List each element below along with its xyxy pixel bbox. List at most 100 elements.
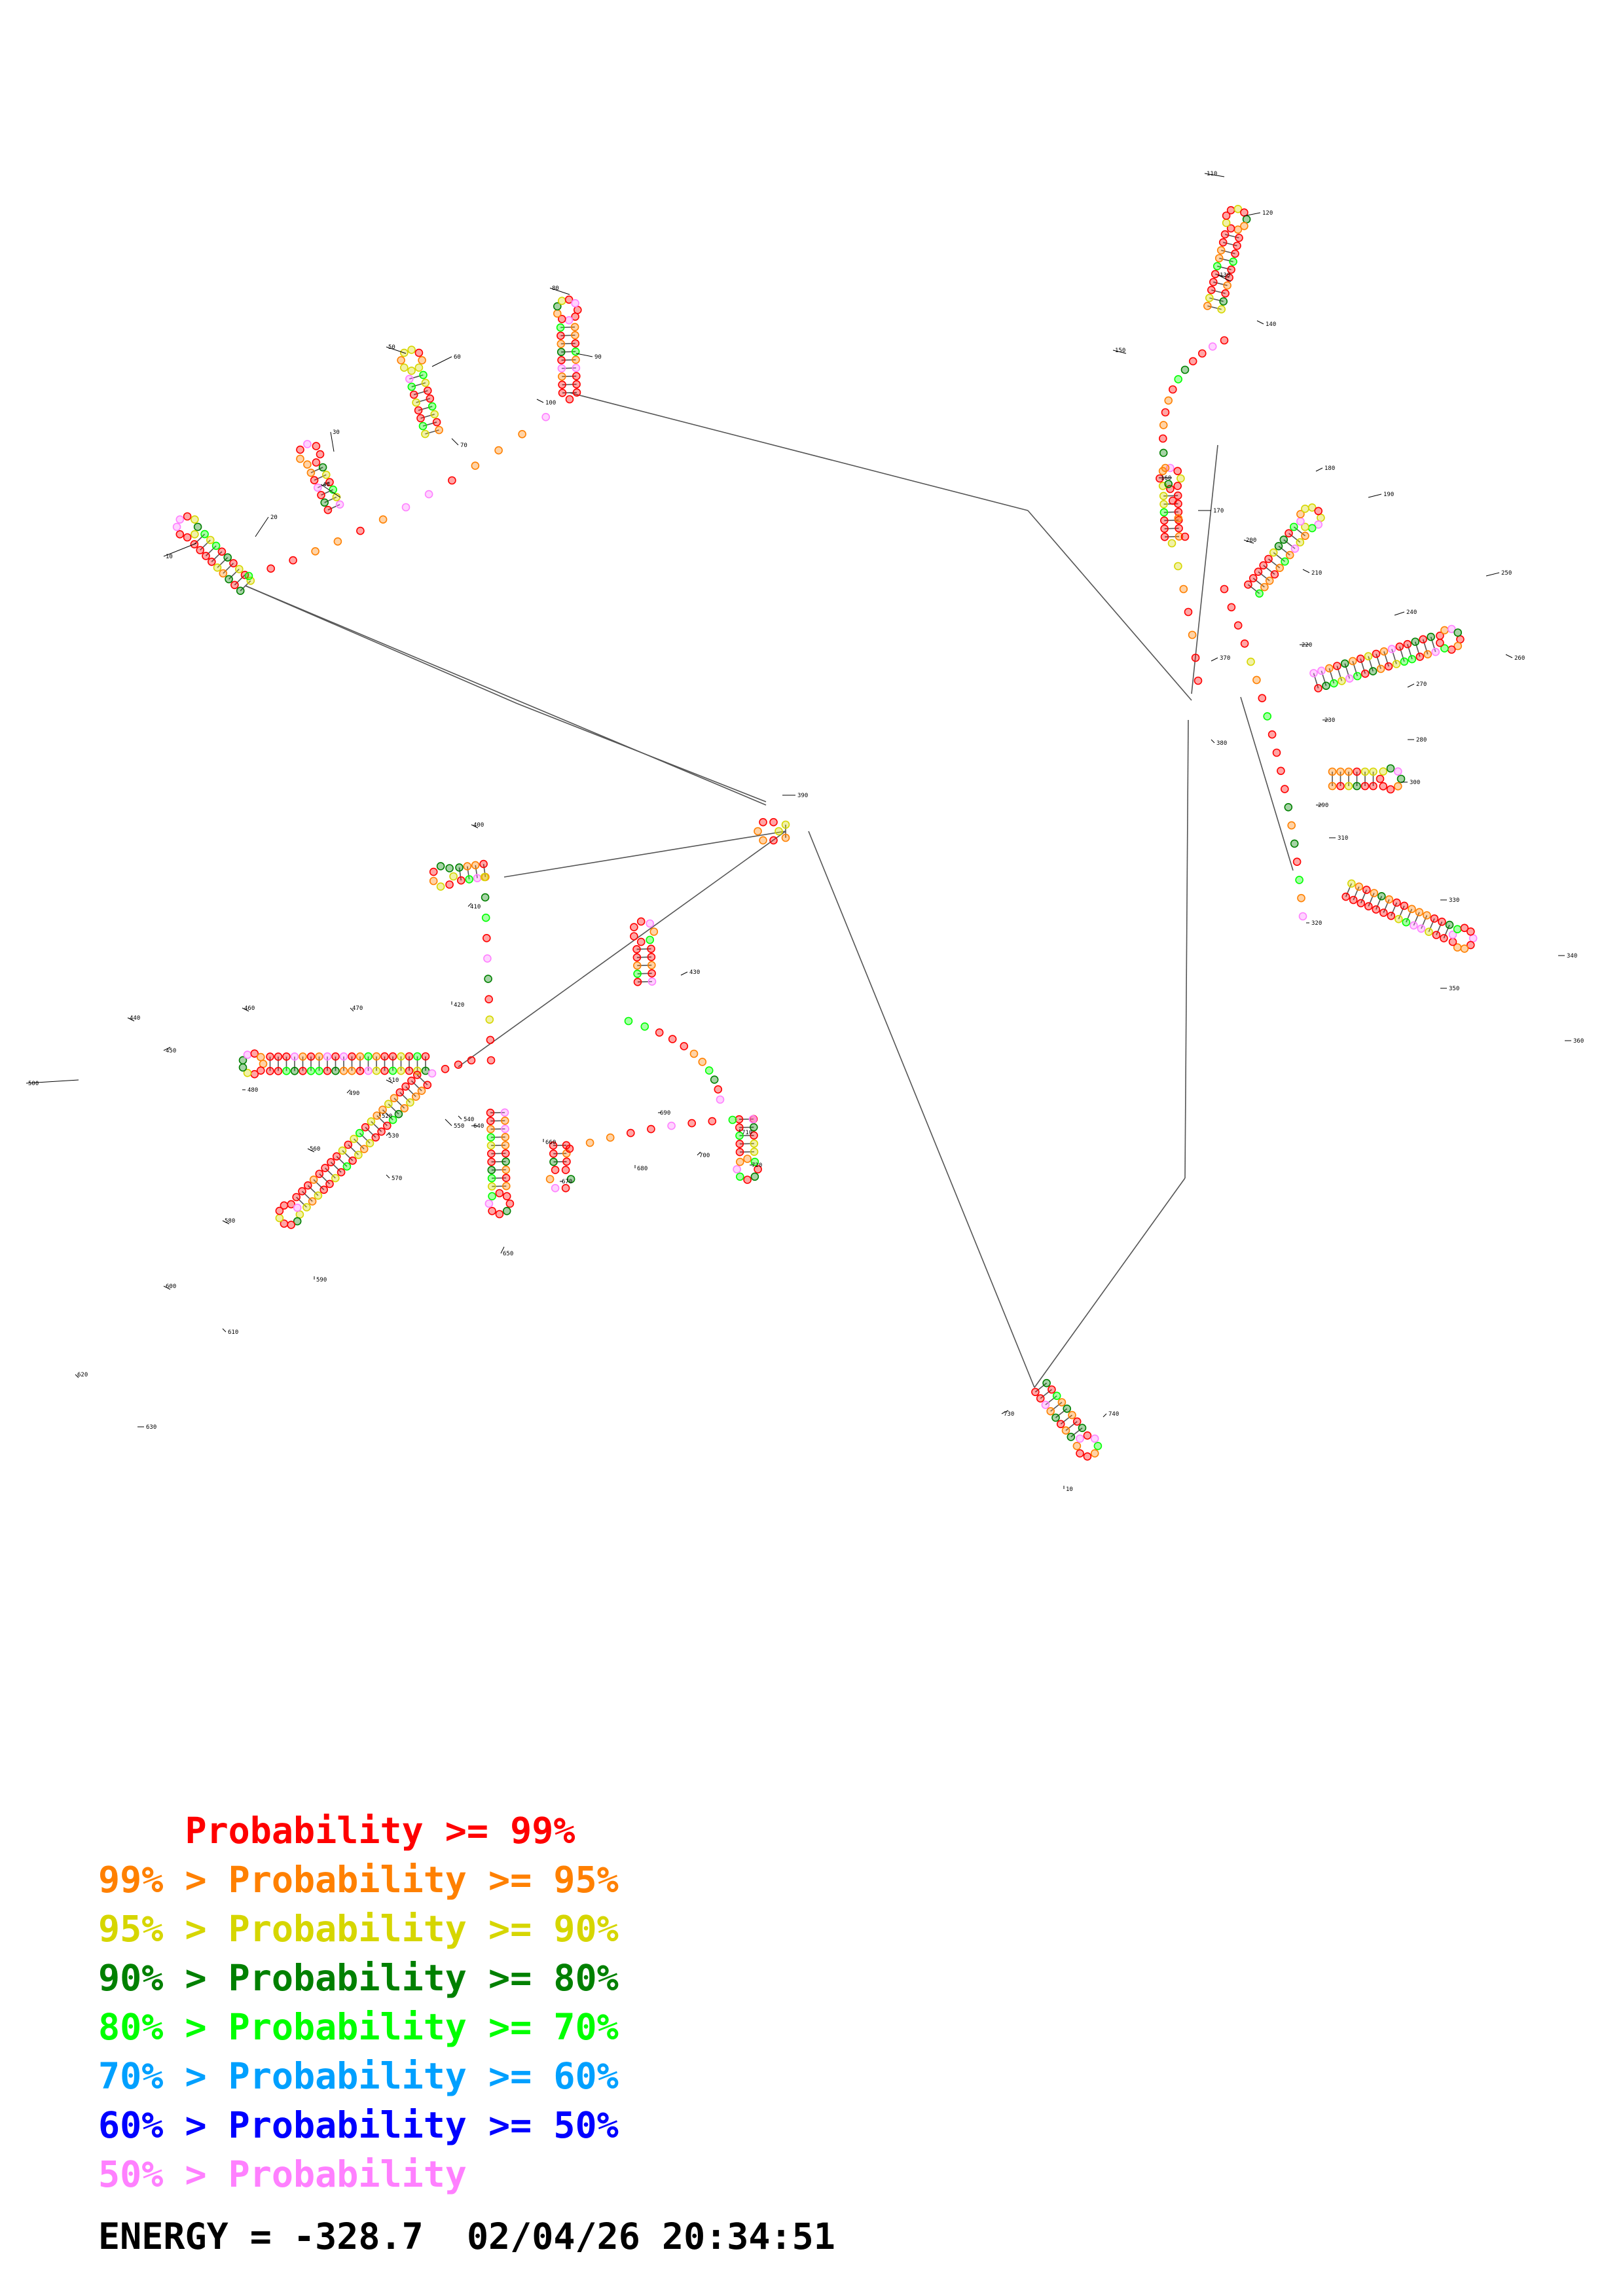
nucleotide <box>337 1168 346 1177</box>
nucleotide <box>419 370 428 380</box>
nucleotide <box>1063 1405 1071 1413</box>
nucleotide <box>1046 1407 1055 1416</box>
nucleotide <box>667 1121 676 1130</box>
nucleotide <box>1090 1449 1099 1458</box>
label-tick <box>1204 173 1225 177</box>
nucleotide <box>1385 895 1394 904</box>
nucleotide <box>445 864 454 872</box>
nucleotide <box>1467 927 1475 936</box>
nucleotide <box>557 355 566 365</box>
nucleotide <box>501 1133 510 1141</box>
nucleotide <box>1284 803 1293 812</box>
nucleotide <box>1290 544 1300 553</box>
nucleotide <box>1341 892 1350 901</box>
nucleotide <box>484 1199 494 1208</box>
nucleotide <box>1336 767 1345 776</box>
position-label: 350 <box>1449 986 1459 992</box>
nucleotide <box>1379 767 1387 776</box>
nucleotide <box>553 309 562 318</box>
nucleotide <box>1072 1417 1082 1426</box>
position-label: 510 <box>388 1077 399 1084</box>
nucleotide <box>1379 908 1388 917</box>
nucleotide <box>518 429 526 439</box>
nucleotide <box>1292 857 1302 866</box>
legend-row: 70% > Probability >= 60% <box>98 2055 619 2097</box>
nucleotide <box>649 927 659 936</box>
nucleotide <box>355 1128 364 1138</box>
base-pair <box>1436 921 1443 935</box>
nucleotide <box>1203 302 1212 310</box>
nucleotide <box>558 388 567 397</box>
nucleotide <box>373 1111 382 1120</box>
nucleotide <box>467 1056 476 1065</box>
legend-row: 50% > Probability <box>98 2153 467 2195</box>
nucleotide <box>250 1069 259 1079</box>
nucleotide <box>562 1157 571 1166</box>
nucleotide <box>1285 529 1293 538</box>
nucleotide <box>743 1175 752 1184</box>
label-tick <box>350 1007 354 1012</box>
nucleotide <box>553 302 562 311</box>
label-tick <box>431 356 452 367</box>
nucleotide <box>1275 564 1284 573</box>
nucleotide <box>636 937 646 946</box>
nucleotide <box>223 553 232 562</box>
nucleotide <box>1360 781 1370 791</box>
nucleotide <box>315 1052 323 1061</box>
nucleotide <box>1209 278 1218 287</box>
nucleotide <box>1161 408 1170 417</box>
nucleotide <box>423 1081 432 1089</box>
nucleotide <box>1296 517 1305 526</box>
nucleotide <box>1436 638 1444 647</box>
nucleotide <box>1338 677 1346 685</box>
base-pair <box>1222 242 1237 247</box>
nucleotide <box>557 364 566 373</box>
nucleotide <box>1274 542 1283 550</box>
nucleotide <box>290 1067 299 1075</box>
nucleotide <box>280 1219 289 1228</box>
nucleotide <box>487 1157 496 1166</box>
nucleotide <box>250 1049 259 1058</box>
nucleotide <box>1307 503 1317 512</box>
nucleotide <box>1078 1424 1087 1432</box>
base-pair <box>1428 918 1435 932</box>
nucleotide <box>556 348 566 357</box>
nucleotide <box>1191 653 1200 662</box>
nucleotide <box>1211 270 1220 279</box>
nucleotide <box>332 1152 341 1161</box>
energy-label: ENERGY = <box>98 2215 294 2257</box>
nucleotide <box>424 490 433 499</box>
nucleotide <box>551 1184 560 1193</box>
nucleotide <box>1222 219 1231 227</box>
nucleotide <box>395 1088 405 1097</box>
nucleotide <box>1368 667 1377 675</box>
nucleotide <box>1221 289 1230 298</box>
position-label: 720 <box>752 1162 762 1169</box>
base-pair <box>223 563 234 574</box>
base-pair <box>1065 1421 1078 1431</box>
nucleotide <box>558 380 566 389</box>
base-pair <box>1164 519 1179 522</box>
nucleotide <box>1263 712 1271 721</box>
nucleotide <box>1415 908 1424 916</box>
position-label: 580 <box>225 1218 235 1225</box>
nucleotide <box>501 1174 511 1182</box>
nucleotide <box>388 1052 397 1061</box>
energy-footer: ENERGY = -328.7 02/04/26 20:34:51 <box>98 2215 835 2257</box>
nucleotide <box>1260 583 1269 592</box>
position-label: 340 <box>1567 953 1577 960</box>
nucleotide <box>1174 375 1182 384</box>
nucleotide <box>236 586 245 596</box>
nucleotide <box>325 1179 334 1189</box>
nucleotide <box>1372 649 1381 658</box>
base-pair <box>1045 1395 1057 1406</box>
nucleotide <box>428 402 437 411</box>
nucleotide <box>412 398 420 407</box>
nucleotide <box>636 917 646 926</box>
nucleotide <box>1174 562 1182 571</box>
nucleotide <box>647 969 656 978</box>
nucleotide <box>750 1139 759 1148</box>
base-pair <box>1360 658 1366 674</box>
base-pair <box>1273 552 1285 562</box>
nucleotide <box>344 1140 353 1149</box>
